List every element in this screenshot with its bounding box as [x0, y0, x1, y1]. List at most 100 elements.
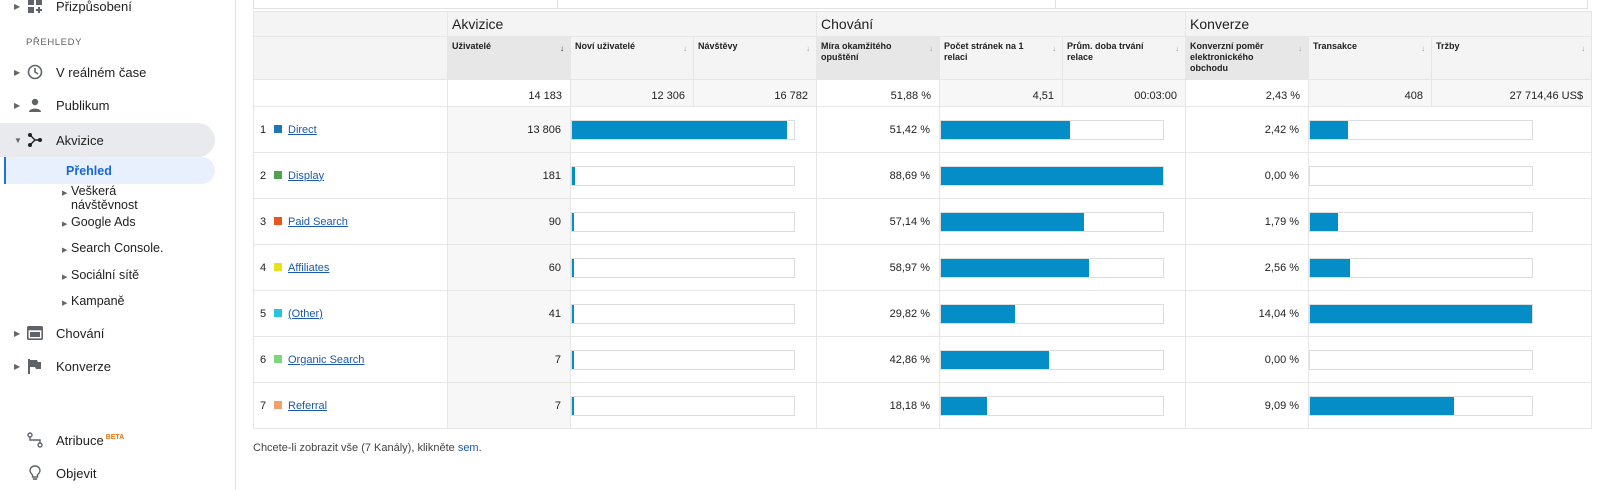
column-header-ecommerce-conversion-rate[interactable]: Konverzní poměr elektronického obchodu ↓: [1185, 36, 1310, 80]
table-row: 5 (Other) 41 29,82 % 14,04 %: [253, 290, 1593, 337]
pages-bar-track: [940, 303, 1165, 324]
sort-icon: ↓: [1175, 44, 1180, 53]
table-body: 1 Direct 13 806 51,42 % 2,42 % 2 Display 181 88,…: [253, 106, 1593, 429]
channel-cell: 3 Paid Search: [253, 198, 448, 245]
row-rank: 1: [260, 123, 267, 136]
users-cell: 60: [447, 244, 571, 291]
pages-bar-track: [940, 211, 1165, 232]
conversion-rate-cell: 1,79 %: [1185, 198, 1310, 245]
users-bar-cell: [569, 382, 818, 429]
conversion-rate-cell: 0,00 %: [1185, 336, 1310, 383]
column-header-avg-session-duration[interactable]: Prům. doba trvání relace ↓: [1062, 36, 1187, 80]
sidebar-subitem-social[interactable]: ▶ Sociální sítě: [62, 268, 139, 282]
group-header-acquisition: Akvizice: [446, 11, 818, 37]
sidebar-item-label: Chování: [56, 325, 105, 341]
show-all-link[interactable]: sem: [457, 442, 479, 454]
users-cell: 41: [447, 290, 571, 337]
sidebar-subitem-label: Kampaně: [71, 294, 125, 308]
pages-bar-cell: [939, 198, 1187, 245]
column-header-new-users[interactable]: Noví uživatelé ↓: [570, 36, 694, 80]
footnote-end: .: [478, 442, 482, 454]
users-bar-fill: [572, 258, 574, 277]
channel-cell: 7 Referral: [253, 382, 448, 429]
transactions-bar-cell: [1308, 198, 1593, 245]
divider: [1055, 0, 1056, 9]
totals-row: 14 183 12 306 16 782 51,88 % 4,51 00:03:…: [253, 79, 1593, 107]
transactions-bar-track: [1309, 119, 1534, 140]
sort-icon: ↓: [1298, 44, 1303, 53]
totals-label-cell: [253, 79, 448, 107]
channel-link[interactable]: Organic Search: [288, 353, 365, 366]
browser-window-icon: [26, 324, 44, 342]
divider: [1587, 0, 1588, 9]
channel-cell: 1 Direct: [253, 106, 448, 153]
channel-link[interactable]: Referral: [288, 399, 328, 412]
total-sessions: 16 782: [692, 79, 818, 107]
pages-bar-fill: [941, 396, 988, 415]
dashboard-icon: [26, 0, 44, 15]
channel-link[interactable]: Paid Search: [288, 215, 348, 228]
conversion-rate-cell: 2,56 %: [1185, 244, 1310, 291]
channel-color-swatch: [274, 308, 282, 317]
channel-link[interactable]: Direct: [288, 123, 317, 136]
total-revenue: 27 714,46 US$: [1431, 79, 1593, 107]
pages-bar-cell: [939, 336, 1187, 383]
channel-link[interactable]: (Other): [288, 307, 323, 320]
sort-desc-icon: ↓: [560, 44, 564, 53]
column-header-label: Konverzní poměr elektronického obchodu: [1190, 41, 1264, 73]
users-bar-fill: [572, 166, 575, 185]
table-row: 1 Direct 13 806 51,42 % 2,42 %: [253, 106, 1593, 153]
transactions-bar-fill: [1310, 120, 1349, 139]
transactions-bar-track: [1309, 349, 1534, 370]
column-header-label: Noví uživatelé: [575, 41, 636, 51]
channel-cell: 2 Display: [253, 152, 448, 199]
flag-icon: [26, 357, 44, 375]
sidebar-subitem-search-console[interactable]: ▶ Search Console.: [62, 241, 163, 255]
divider: [557, 0, 558, 9]
users-cell: 7: [447, 382, 571, 429]
table-row: 2 Display 181 88,69 % 0,00 %: [253, 152, 1593, 199]
channel-link[interactable]: Affiliates: [288, 261, 330, 274]
channels-table: Akvizice Chování Konverze Uživatelé ↓ Nov…: [253, 11, 1593, 429]
transactions-bar-cell: [1308, 244, 1593, 291]
total-bounce-rate: 51,88 %: [816, 79, 941, 107]
column-header-label: Návštěvy: [698, 41, 738, 51]
column-header-users[interactable]: Uživatelé ↓: [447, 36, 571, 80]
sort-icon: ↓: [1421, 44, 1426, 53]
section-label-reports: PŘEHLEDY: [26, 37, 83, 48]
sidebar-subitem-google-ads[interactable]: ▶ Google Ads: [62, 215, 136, 229]
sidebar-subitem-campaigns[interactable]: ▶ Kampaně: [62, 294, 125, 308]
channel-link[interactable]: Display: [288, 169, 325, 182]
transactions-bar-fill: [1310, 396, 1455, 415]
caret-right-icon: ▶: [14, 100, 21, 110]
lightbulb-icon: [26, 464, 44, 482]
bounce-rate-cell: 29,82 %: [816, 290, 941, 337]
caret-down-icon: ▼: [14, 135, 22, 145]
dimension-header: [253, 36, 448, 80]
users-bar-track: [571, 395, 795, 416]
bounce-rate-cell: 58,97 %: [816, 244, 941, 291]
sidebar-subitem-all-traffic[interactable]: ▶ Veškerá návštěvnost: [62, 184, 138, 212]
conversion-rate-cell: 0,00 %: [1185, 152, 1310, 199]
transactions-bar-cell: [1308, 382, 1593, 429]
beta-badge: BETA: [105, 434, 125, 442]
sidebar-sub-active-indicator: [4, 157, 6, 184]
users-bar-track: [571, 119, 795, 140]
transactions-bar-fill: [1310, 212, 1339, 231]
pages-bar-cell: [939, 290, 1187, 337]
column-header-sessions[interactable]: Návštěvy ↓: [692, 36, 818, 80]
caret-right-icon: ▶: [14, 361, 21, 371]
sidebar-subitem-overview[interactable]: Přehled: [66, 164, 112, 178]
column-header-pages-per-session[interactable]: Počet stránek na 1 relaci ↓: [939, 36, 1064, 80]
bounce-rate-cell: 18,18 %: [816, 382, 941, 429]
bounce-rate-cell: 57,14 %: [816, 198, 941, 245]
row-rank: 4: [260, 261, 267, 274]
pages-bar-cell: [939, 244, 1187, 291]
sort-icon: ↓: [683, 44, 687, 53]
column-header-revenue[interactable]: Tržby ↓: [1431, 36, 1593, 80]
column-header-transactions[interactable]: Transakce ↓: [1308, 36, 1433, 80]
row-rank: 6: [260, 353, 267, 366]
table-row: 3 Paid Search 90 57,14 % 1,79 %: [253, 198, 1593, 245]
sidebar-item-label: Konverze: [56, 358, 111, 374]
column-header-bounce-rate[interactable]: Míra okamžitého opuštění ↓: [816, 36, 941, 80]
